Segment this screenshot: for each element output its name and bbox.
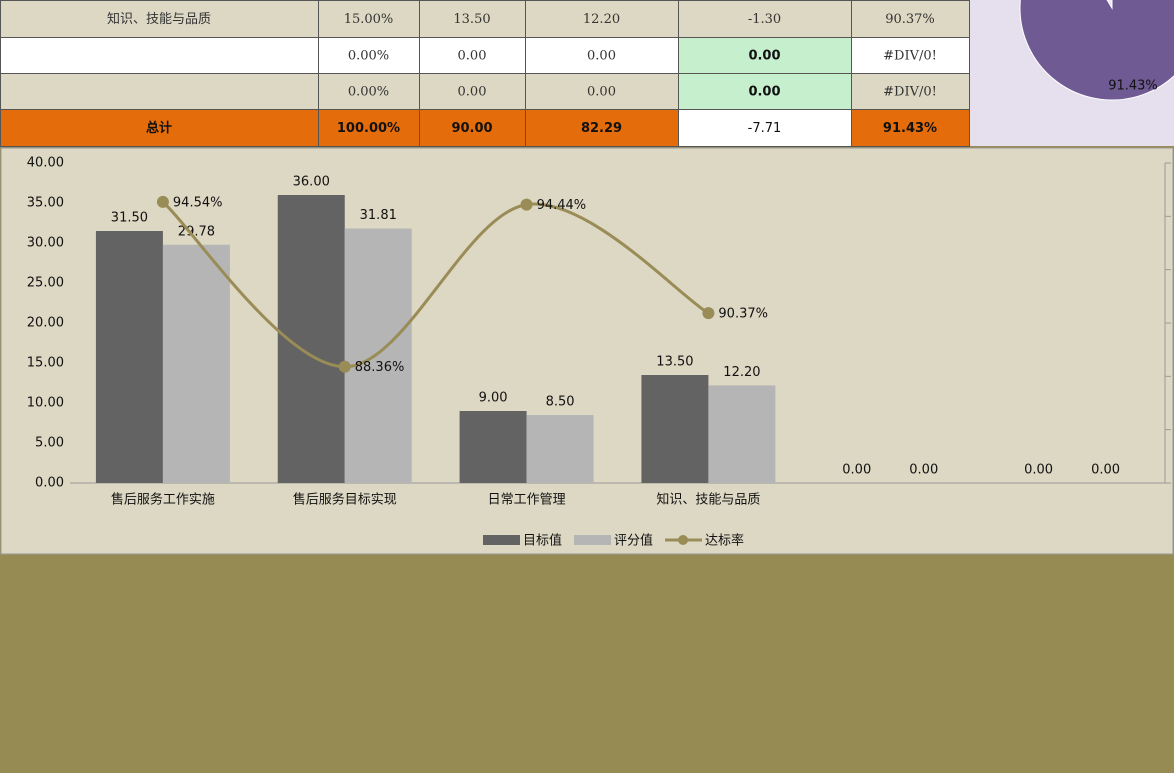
line-label: 88.36% (355, 360, 405, 375)
x-tick-label: 售后服务工作实施 (111, 492, 215, 508)
table-cell (318, 0, 420, 38)
legend-marker (678, 535, 689, 545)
x-tick-label: 售后服务目标实现 (293, 492, 397, 508)
table-cell (0, 37, 319, 74)
table-cell (678, 37, 852, 74)
bar (344, 228, 412, 483)
bar-label: 0.00 (1024, 463, 1053, 478)
cell-text: 0.00 (587, 49, 616, 64)
cell-text: 100.00% (337, 121, 400, 136)
legend-swatch (483, 535, 520, 545)
bar-label: 12.20 (723, 365, 760, 380)
cell-text: 0.00 (458, 85, 487, 100)
pie-label: 91.43% (1108, 79, 1158, 94)
line-marker (520, 198, 533, 211)
y-tick-label: 30.00 (27, 236, 64, 251)
x-tick-label: 日常工作管理 (488, 493, 566, 508)
table-cell (419, 109, 526, 147)
bar (162, 244, 230, 483)
cell-text: #DIV/0! (883, 85, 937, 100)
bar (641, 375, 709, 483)
table-cell (678, 73, 852, 110)
y-tick-label: 5.00 (35, 436, 64, 451)
pie-slice (1106, 0, 1113, 10)
y-tick-label: 20.00 (27, 316, 64, 331)
cell-text: 总计 (146, 120, 172, 136)
table-cell (419, 73, 526, 110)
table-cell (851, 109, 970, 147)
cell-text: 知识、技能与品质 (107, 11, 211, 27)
cell-text: 91.43% (883, 121, 937, 136)
table-cell (851, 37, 970, 74)
y-tick-label: 10.00 (27, 396, 64, 411)
bar-label: 9.00 (479, 391, 508, 406)
line-series (161, 200, 710, 369)
x-tick-label: 知识、技能与品质 (656, 492, 760, 508)
table-cell (0, 0, 319, 38)
table-cell (525, 109, 679, 147)
cell-text: 90.00 (451, 121, 492, 136)
bar-label: 0.00 (842, 463, 871, 478)
y-tick-label: 0.00 (35, 476, 64, 491)
bar-label: 31.50 (111, 211, 148, 226)
bar-label: 36.00 (293, 175, 330, 190)
cell-text: 0.00% (348, 85, 389, 100)
cell-text: 0.00 (748, 49, 780, 64)
cell-text: -1.30 (748, 12, 781, 27)
pie-chart: 91.43% (1019, 0, 1174, 101)
y-tick-label: 25.00 (27, 276, 64, 291)
table-cell (0, 73, 319, 110)
bar (526, 415, 594, 483)
legend-label: 目标值 (523, 533, 562, 549)
line-label: 94.54% (173, 195, 223, 210)
cell-text: 15.00% (344, 12, 394, 27)
cell-text: 12.20 (583, 12, 620, 27)
table-cell (678, 109, 852, 147)
legend-label: 达标率 (705, 533, 744, 549)
y-tick-label: 15.00 (27, 356, 64, 371)
line-marker (338, 360, 351, 373)
y-tick-label: 35.00 (27, 196, 64, 211)
table-cell (318, 109, 420, 147)
line-marker (702, 307, 715, 320)
line-marker (156, 195, 169, 208)
table-cell (318, 73, 420, 110)
bar-label: 0.00 (909, 463, 938, 478)
bar-label: 8.50 (546, 395, 575, 410)
legend-label: 评分值 (614, 533, 653, 549)
legend-swatch (574, 535, 612, 545)
bar-label: 13.50 (656, 355, 693, 370)
table-cell (678, 0, 852, 38)
sheet-background (0, 556, 1174, 773)
cell-text: 90.37% (885, 12, 935, 27)
bar-label: 31.81 (360, 208, 397, 223)
table-cell (851, 73, 970, 110)
cell-text: 0.00% (348, 49, 389, 64)
pie-slice (1019, 0, 1174, 101)
cell-text: #DIV/0! (883, 49, 937, 64)
line-label: 94.44% (537, 198, 587, 213)
cell-text: 13.50 (453, 12, 490, 27)
cell-text: -7.71 (748, 121, 782, 136)
line-label: 90.37% (718, 307, 768, 322)
bar (95, 231, 163, 483)
y-tick-label: 40.00 (27, 156, 64, 171)
bar (459, 411, 527, 483)
cell-text: 0.00 (458, 49, 487, 64)
table-cell (525, 0, 679, 38)
cell-text: 0.00 (587, 85, 616, 100)
cell-text: 82.29 (581, 121, 622, 136)
bar-label: 0.00 (1091, 463, 1120, 478)
cell-text: 0.00 (748, 85, 780, 100)
bar (708, 385, 776, 483)
table-cell (419, 0, 526, 38)
table-cell (851, 0, 970, 38)
table-cell (525, 73, 679, 110)
